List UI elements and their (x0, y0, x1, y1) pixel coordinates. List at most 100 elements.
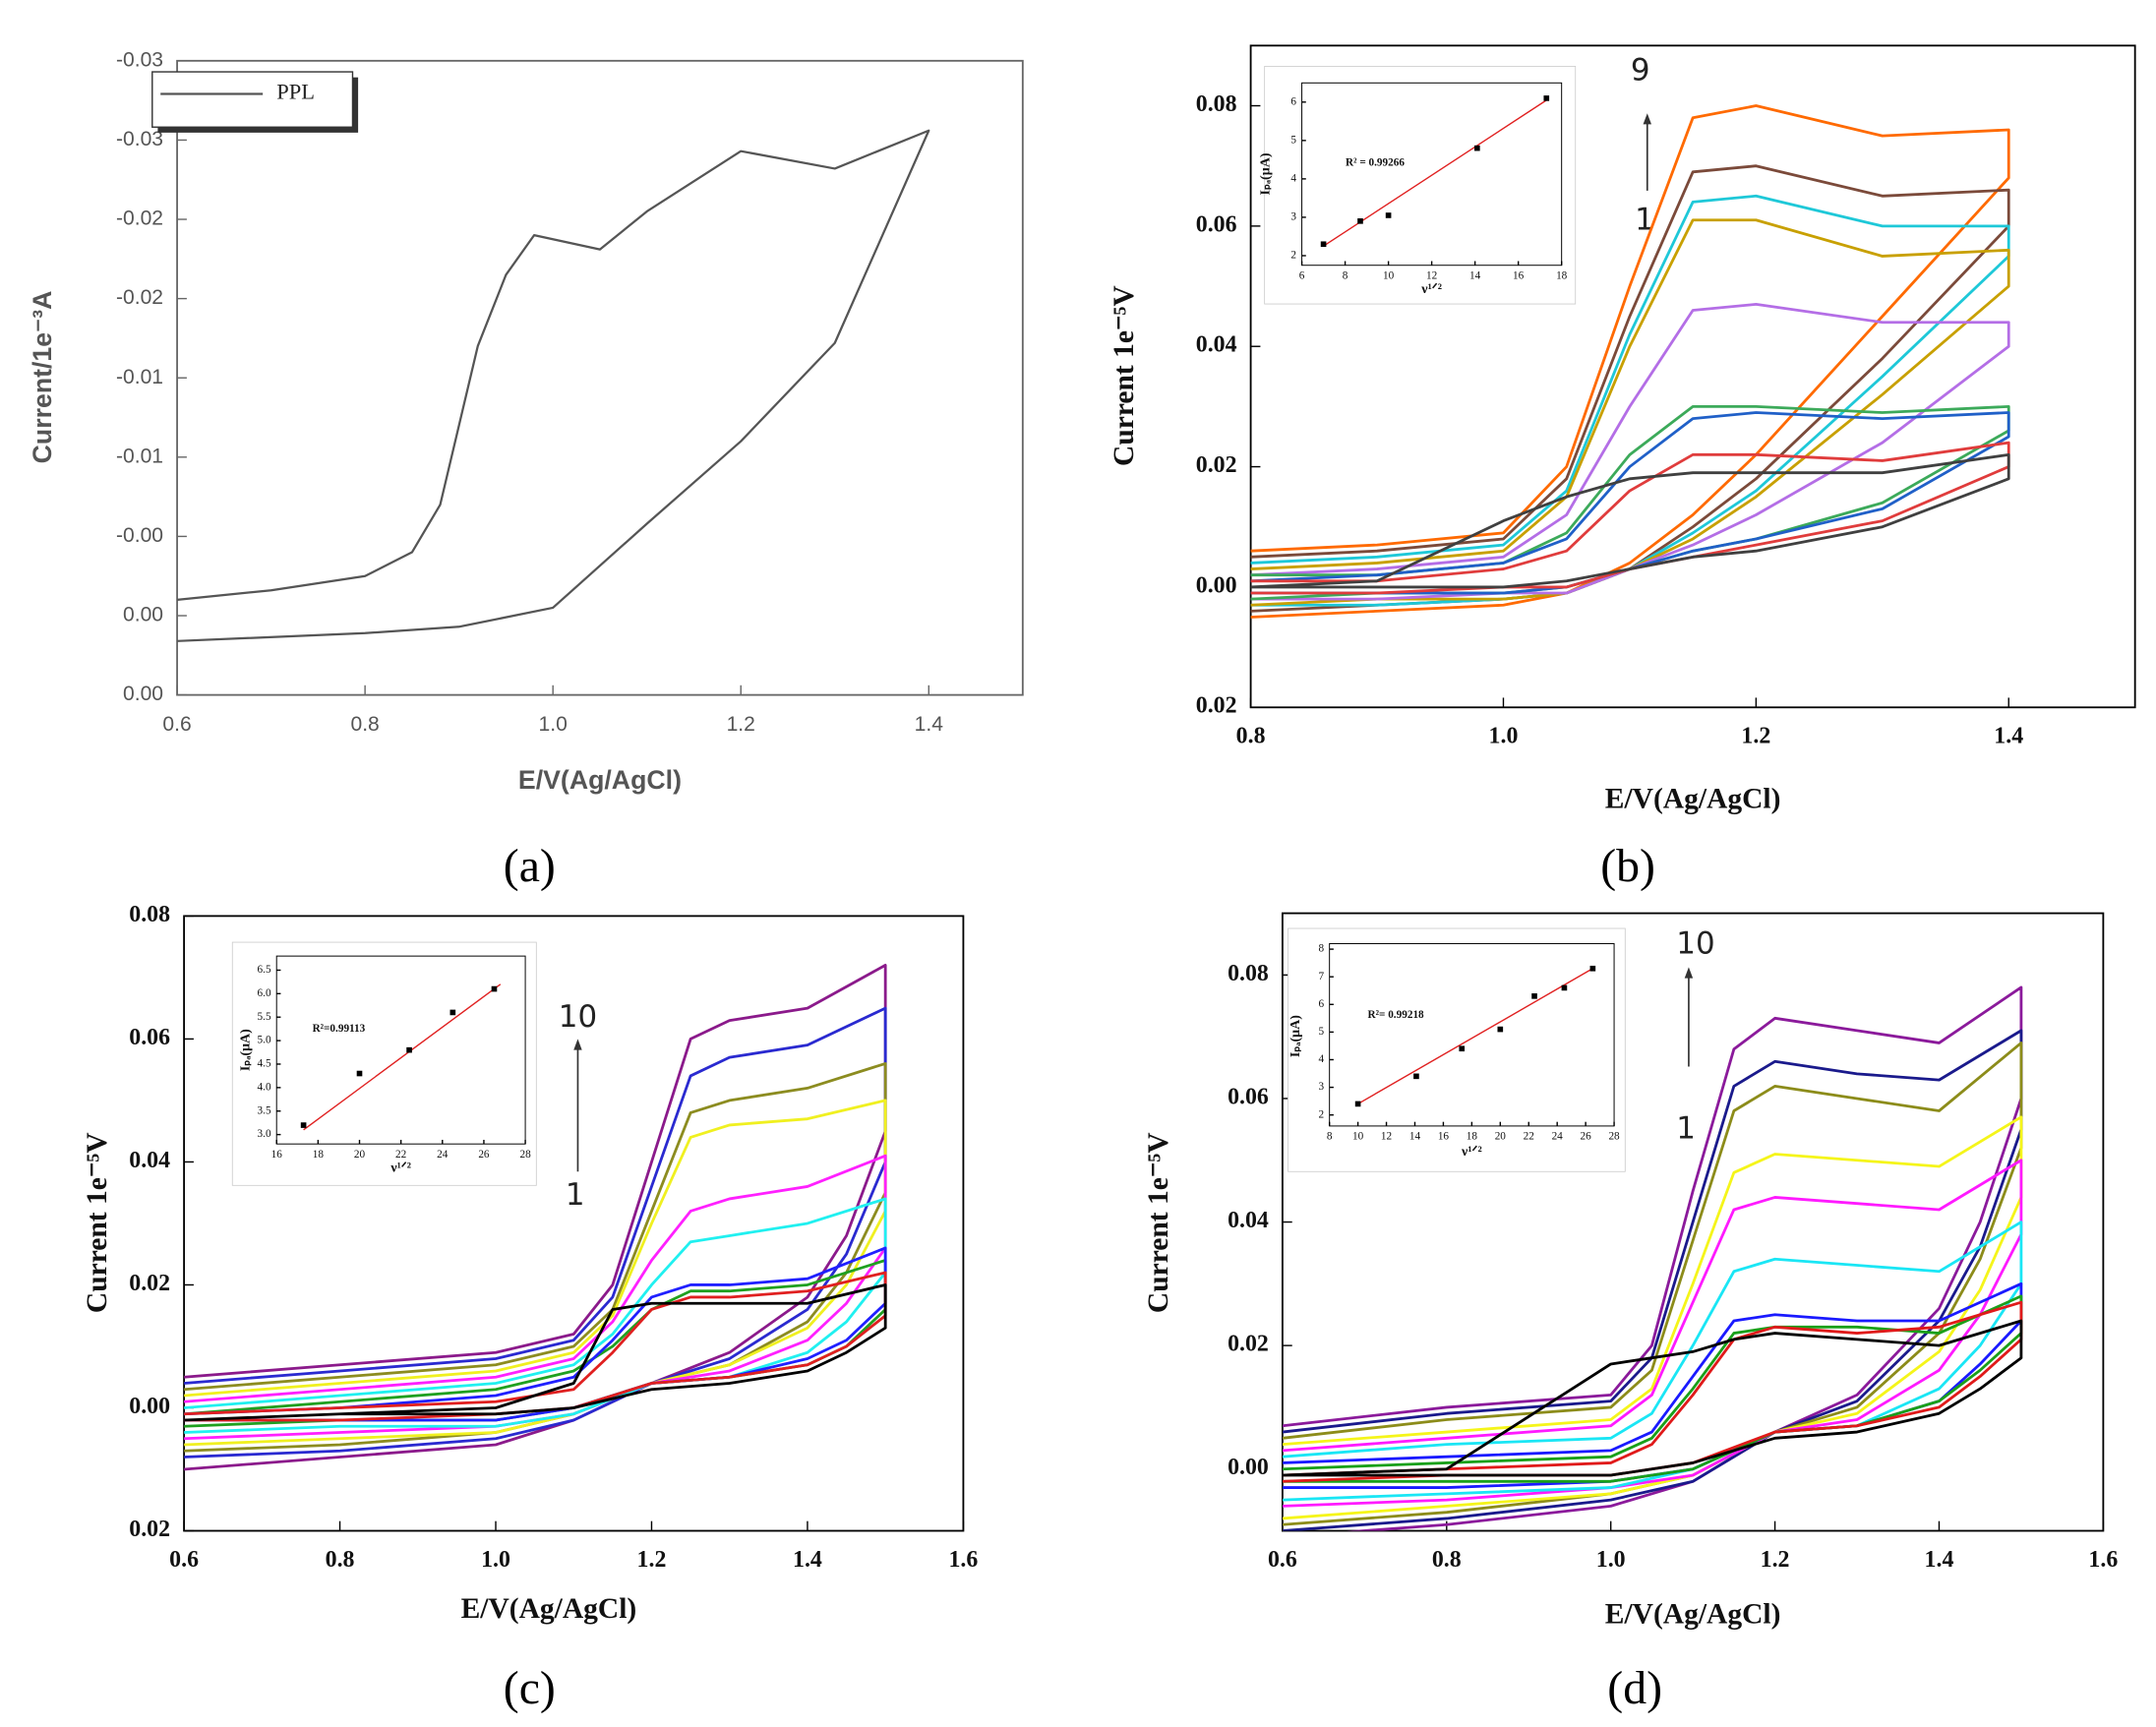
y-tick-label: 0.00 (123, 683, 163, 705)
cv-curve (177, 129, 930, 642)
plot-frame (1249, 44, 2136, 709)
x-tick-label: 18 (1556, 270, 1568, 282)
x-tick-label: 1.0 (539, 713, 568, 736)
y-tick-label: 5.5 (258, 1011, 271, 1023)
y-tick-label: 2 (1290, 250, 1296, 262)
x-tick-label: 20 (354, 1149, 366, 1161)
r-squared: R² = 0.99266 (1346, 156, 1405, 168)
y-tick-label: 0.06 (1196, 211, 1237, 237)
x-tick-label: 0.8 (326, 1547, 355, 1573)
y-tick-label: -0.01 (116, 445, 163, 467)
arrow-head (573, 1039, 582, 1050)
x-axis-label: E/V(Ag/AgCl) (461, 1593, 637, 1625)
y-tick-label: 0.06 (129, 1025, 170, 1050)
inset-background (1264, 66, 1577, 305)
x-tick-label: 10 (1383, 270, 1395, 282)
y-tick-label: 0.00 (1228, 1455, 1269, 1480)
x-tick-label: 26 (1581, 1131, 1592, 1143)
data-point (406, 1046, 412, 1053)
cv-curve (184, 1197, 887, 1434)
y-axis-label: Current 1e⁻⁵V (1143, 1132, 1174, 1313)
y-tick-label: 0.02 (129, 1517, 170, 1542)
y-tick-label: 7 (1318, 971, 1324, 983)
x-axis-label: ν¹ᐟ² (389, 1161, 411, 1176)
x-tick-label: 1.4 (1994, 724, 2023, 749)
y-axis-label: Iₚₐ(μA) (1257, 152, 1273, 195)
data-point (1497, 1026, 1504, 1033)
data-point (1474, 145, 1480, 151)
y-tick-label: 8 (1318, 943, 1324, 955)
cv-curve (184, 1271, 887, 1422)
y-tick-label: 0.04 (1228, 1208, 1269, 1233)
x-tick-label: 18 (1467, 1131, 1478, 1143)
data-point (1320, 241, 1327, 248)
r-squared: R²=0.99113 (313, 1023, 366, 1035)
annotation: 9 (1631, 53, 1650, 89)
y-tick-label: -0.03 (116, 48, 163, 71)
data-point (491, 985, 498, 992)
x-tick-label: 1.4 (915, 713, 944, 736)
y-tick-label: 3.5 (258, 1104, 271, 1116)
data-point (1413, 1073, 1419, 1080)
y-tick-label: 6 (1290, 95, 1296, 107)
x-tick-label: 0.6 (162, 713, 191, 736)
data-point (1357, 218, 1363, 224)
y-tick-label: 0.08 (1228, 961, 1269, 986)
data-point (1354, 1101, 1361, 1107)
data-point (449, 1009, 456, 1016)
x-tick-label: 0.6 (1268, 1547, 1297, 1573)
y-tick-label: 5 (1290, 134, 1296, 146)
legend (151, 71, 354, 128)
annotation: 1 (1635, 202, 1654, 237)
legend-label: PPL (276, 80, 315, 104)
x-tick-label: 28 (1608, 1131, 1620, 1143)
x-tick-label: 26 (478, 1149, 490, 1161)
x-tick-label: 12 (1381, 1131, 1392, 1143)
data-point (1543, 95, 1550, 101)
x-tick-label: 6 (1299, 270, 1305, 282)
y-tick-label: 0.02 (1196, 693, 1237, 719)
x-tick-label: 1.0 (481, 1547, 510, 1573)
x-tick-label: 1.6 (948, 1547, 978, 1573)
x-tick-label: 10 (1352, 1131, 1364, 1143)
y-tick-label: 3 (1290, 211, 1296, 223)
y-axis-label: Iₚₐ(μA) (1288, 1015, 1303, 1057)
y-tick-label: -0.01 (116, 366, 163, 388)
cv-curve (184, 1283, 887, 1422)
x-tick-label: 8 (1343, 270, 1348, 282)
x-tick-label: 1.4 (1925, 1547, 1954, 1573)
x-tick-label: 14 (1409, 1131, 1421, 1143)
x-tick-label: 12 (1426, 270, 1437, 282)
y-tick-label: 0.08 (129, 902, 170, 927)
y-tick-label: 0.04 (129, 1148, 170, 1173)
x-tick-label: 0.8 (1432, 1547, 1462, 1573)
y-tick-label: 0.06 (1228, 1084, 1269, 1109)
trendline (1357, 968, 1593, 1105)
y-axis-label: Current 1e⁻⁵V (1108, 285, 1140, 466)
plot-frame (183, 915, 965, 1532)
y-tick-label: -0.03 (116, 128, 163, 150)
y-tick-label: 2 (1318, 1108, 1324, 1120)
cv-curve (1282, 1294, 2023, 1483)
y-tick-label: 0.00 (123, 604, 163, 626)
cv-curve (1282, 1319, 2023, 1477)
x-axis-label: E/V(Ag/AgCl) (1605, 1598, 1781, 1630)
data-point (300, 1122, 307, 1128)
trendline (303, 983, 502, 1131)
y-tick-label: 4.5 (258, 1058, 271, 1070)
cv-curve (1250, 303, 2010, 601)
x-tick-label: 16 (1513, 270, 1525, 282)
x-tick-label: 20 (1495, 1131, 1507, 1143)
x-tick-label: 22 (395, 1149, 406, 1161)
y-tick-label: 3.0 (258, 1128, 271, 1140)
y-axis-label: Current/1e⁻³A (28, 291, 57, 464)
y-tick-label: 0.08 (1196, 91, 1237, 117)
plot-frame (176, 59, 1024, 696)
x-tick-label: 1.2 (1741, 724, 1770, 749)
x-tick-label: 0.6 (169, 1547, 199, 1573)
x-tick-label: 1.2 (1761, 1547, 1790, 1573)
inset-background (231, 941, 537, 1186)
arrow-head (1684, 967, 1694, 979)
x-tick-label: 0.8 (1236, 724, 1266, 749)
y-tick-label: 0.00 (129, 1394, 170, 1419)
